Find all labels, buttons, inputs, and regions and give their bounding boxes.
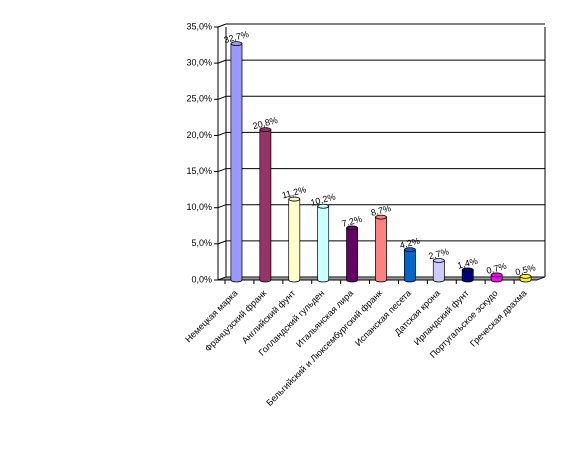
bar-cover: [318, 206, 329, 280]
bar-cover: [289, 199, 300, 280]
depth-line: [217, 204, 227, 209]
depth-line: [217, 168, 227, 173]
bar-top: [230, 41, 243, 47]
y-tick-label: 30,0%: [186, 58, 212, 68]
depth-line: [217, 59, 227, 64]
bar-top: [288, 196, 301, 202]
y-tick-label: 25,0%: [186, 94, 212, 104]
bar-top: [346, 225, 358, 231]
bar-cover: [404, 249, 416, 280]
bar-top: [432, 258, 445, 263]
y-tick-label: 20,0%: [186, 130, 212, 140]
bar-top: [519, 273, 532, 279]
bar-cover: [462, 269, 473, 280]
bar-top: [259, 127, 272, 133]
bar-top: [317, 203, 330, 209]
y-tick-label: 15,0%: [186, 166, 212, 176]
bar-cover: [375, 217, 387, 280]
depth-line: [217, 240, 227, 245]
y-tick-label: 35,0%: [186, 21, 212, 31]
bar-top: [461, 267, 474, 273]
bar-cover: [231, 43, 242, 280]
bar-top: [490, 272, 503, 278]
bar-cover: [346, 227, 358, 280]
bar-top: [404, 247, 416, 253]
y-tick-label: 0,0%: [191, 274, 212, 284]
y-tick-label: 5,0%: [191, 238, 212, 248]
depth-line: [217, 95, 227, 100]
bar-top: [375, 214, 387, 220]
bar-cover: [433, 260, 444, 280]
bar-cover: [260, 129, 271, 280]
depth-line: [217, 23, 227, 28]
depth-line: [217, 131, 227, 136]
bar-cover: [491, 274, 502, 280]
y-tick-label: 10,0%: [186, 202, 212, 212]
